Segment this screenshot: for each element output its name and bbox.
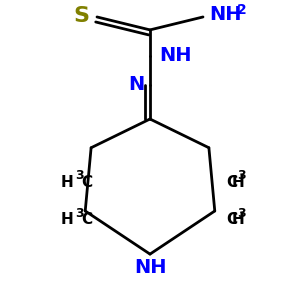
Text: C: C <box>226 175 238 190</box>
Text: 3: 3 <box>237 169 245 182</box>
Text: 3: 3 <box>237 207 245 220</box>
Text: C: C <box>81 212 92 227</box>
Text: NH: NH <box>159 46 191 65</box>
Text: H: H <box>232 175 244 190</box>
Text: S: S <box>74 5 90 26</box>
Text: 2: 2 <box>237 3 247 17</box>
Text: C: C <box>226 212 238 227</box>
Text: 3: 3 <box>75 207 83 220</box>
Text: H: H <box>61 175 74 190</box>
Text: N: N <box>128 75 144 94</box>
Text: C: C <box>81 175 92 190</box>
Text: NH: NH <box>134 258 166 278</box>
Text: H: H <box>61 212 74 227</box>
Text: NH: NH <box>209 5 242 24</box>
Text: H: H <box>232 212 244 227</box>
Text: 3: 3 <box>75 169 83 182</box>
